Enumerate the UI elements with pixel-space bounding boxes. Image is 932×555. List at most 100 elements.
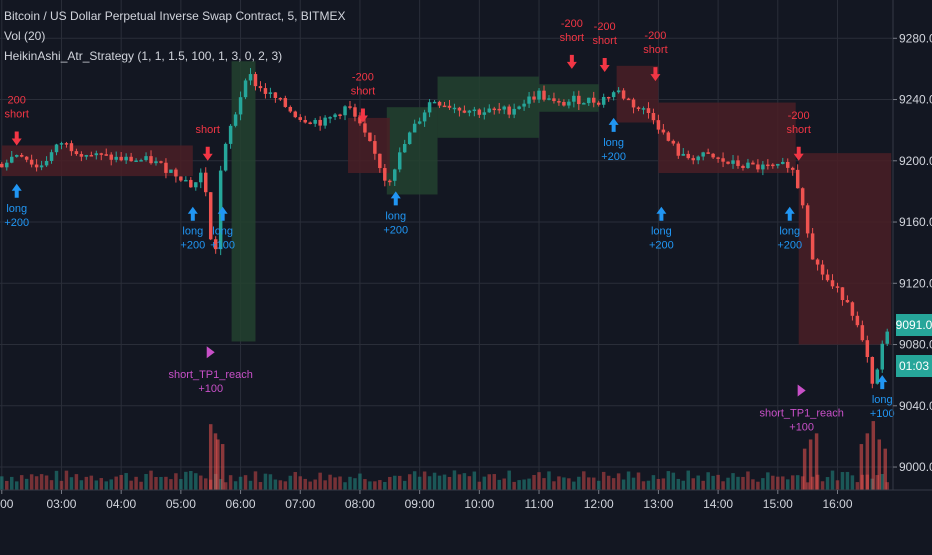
volume-bar (422, 471, 427, 490)
volume-bar (228, 475, 233, 490)
short-arrow-icon (202, 146, 213, 161)
volume-bar (402, 480, 407, 490)
candle-body (815, 259, 820, 265)
candle-body (676, 143, 681, 156)
candle-body (681, 153, 686, 156)
volume-bar (303, 478, 307, 490)
candle-body (567, 101, 571, 106)
volume-bar (427, 476, 432, 490)
volume-bar (802, 448, 807, 490)
volume-bar (814, 433, 819, 490)
candle-body (373, 141, 377, 154)
volume-bar (452, 470, 457, 490)
candle-body (467, 110, 472, 113)
volume-bar (726, 477, 730, 490)
tp-signal-label: +100 (198, 383, 223, 395)
volume-bar (845, 471, 850, 490)
volume-bar (741, 476, 745, 490)
volume-bar (213, 433, 218, 490)
volume-bar (333, 477, 337, 490)
volume-bar (830, 470, 835, 490)
volume-bar (19, 475, 24, 490)
candle-body (850, 302, 855, 316)
candle-body (358, 116, 362, 124)
volume-bar (472, 471, 477, 490)
candle-body (626, 98, 631, 101)
candle-body (651, 113, 656, 121)
volume-bar (447, 476, 452, 490)
symbol-title[interactable]: Bitcoin / US Dollar Perpetual Inverse Sw… (4, 9, 346, 23)
candle-body (353, 107, 357, 117)
candle-body (746, 162, 750, 168)
volume-bar (766, 472, 770, 490)
strategy-indicator-label[interactable]: HeikinAshi_Atr_Strategy (1, 1, 1.5, 100,… (4, 49, 283, 63)
long-signal-label: long (603, 137, 624, 149)
volume-bar (407, 474, 412, 490)
long-signal-label: long (779, 226, 800, 238)
volume-bar (835, 480, 840, 490)
volume-bar (606, 475, 611, 490)
candle-body (213, 239, 218, 250)
grid (0, 0, 893, 490)
long-signal-label: long (6, 203, 27, 215)
x-tick-label: 05:00 (166, 497, 196, 511)
volume-bar (109, 479, 113, 490)
volume-bar (34, 476, 39, 490)
volume-bar (64, 470, 69, 490)
candle-body (149, 156, 153, 164)
candle-body (253, 74, 258, 87)
candle-body (348, 106, 352, 108)
volume-bar (482, 476, 487, 490)
candle-body (139, 160, 143, 162)
volume-bar (293, 472, 298, 490)
candle-body (233, 114, 238, 126)
volume-bar (263, 473, 268, 490)
candle-body (258, 86, 263, 89)
candle-body (19, 154, 24, 157)
candle-body (283, 98, 288, 107)
candle-body (840, 287, 845, 301)
short-signal-label: -200 (644, 30, 666, 42)
candle-body (194, 182, 198, 188)
price-axis[interactable]: 9000.0 9040.0 9080.0 9120.0 9160.0 9200.0 9240… (893, 31, 932, 474)
short-signal-label: short (643, 44, 667, 56)
long-arrow-icon (390, 191, 401, 206)
candle-body (308, 122, 312, 124)
volume-bar (174, 473, 178, 490)
candle-body (606, 96, 611, 99)
time-axis[interactable]: 2:00 03:00 04:00 05:00 06:00 07:00 08:00 09:00 1… (0, 490, 853, 511)
volume-bar (701, 480, 705, 490)
candle-body (790, 167, 795, 170)
volume-bar (238, 476, 243, 490)
candle-body (805, 205, 810, 234)
candle-body (706, 152, 710, 154)
volume-bar (164, 476, 168, 490)
volume-bar (203, 478, 208, 490)
volume-bar (611, 478, 616, 490)
candle-body (397, 152, 402, 170)
volume-bar (781, 476, 785, 490)
long-signal-label: long (212, 226, 233, 238)
candle-body (34, 164, 39, 168)
volume-bar (522, 479, 526, 490)
candle-body (462, 110, 467, 113)
candle-body (154, 161, 158, 164)
candle-body (502, 106, 506, 110)
volume-bar (771, 475, 775, 490)
candle-body (611, 92, 616, 98)
y-tick-label: 9040.0 (899, 399, 932, 413)
x-tick-label: 03:00 (46, 497, 76, 511)
volume-bar (233, 481, 238, 490)
volume-bar (194, 473, 198, 490)
volume-bar (29, 474, 34, 490)
volume-bar (268, 474, 273, 490)
candle-body (228, 125, 233, 144)
volume-indicator-label[interactable]: Vol (20) (4, 29, 46, 43)
volume-bar (671, 472, 676, 490)
candle-body (203, 172, 208, 193)
candle-body (666, 132, 671, 141)
volume-bar (184, 471, 188, 490)
volume-bar (880, 473, 884, 490)
